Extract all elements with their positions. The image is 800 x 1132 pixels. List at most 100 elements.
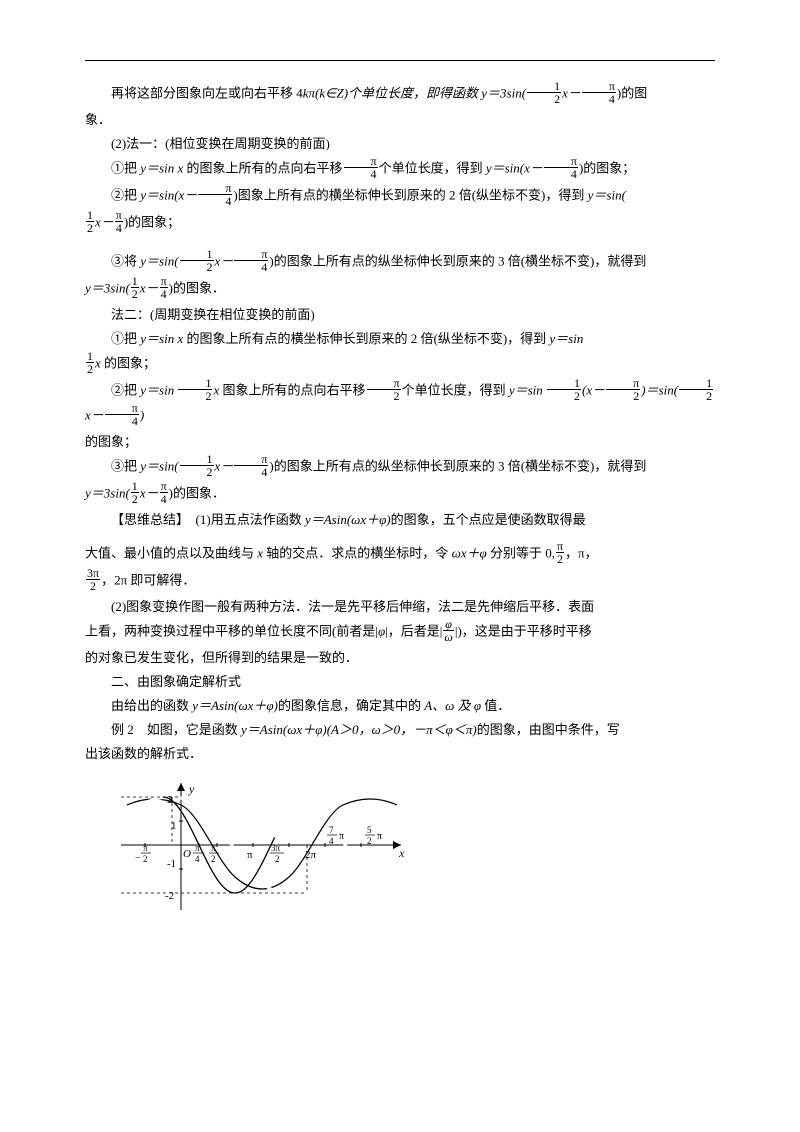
svg-text:2π: 2π bbox=[305, 849, 317, 861]
frac-1-2: 12 bbox=[527, 80, 561, 105]
svg-text:5: 5 bbox=[367, 825, 372, 835]
expr: y＝sin( bbox=[140, 254, 178, 269]
var: x－ bbox=[215, 254, 234, 269]
text: 值． bbox=[481, 698, 510, 713]
expr: y＝sin(x－ bbox=[486, 161, 543, 176]
expr: y＝sin x bbox=[140, 331, 183, 346]
text: 再将这部分图象向左或向右平移 4 bbox=[111, 85, 303, 100]
text: 例 2 如图，它是函数 bbox=[111, 722, 241, 737]
text: )的图象上所有点的纵坐标伸长到原来的 3 倍(横坐标不变)，就得到 bbox=[269, 254, 646, 269]
step3-cont: y＝3sin(12x－π4)的图象． bbox=[85, 277, 715, 302]
expr: A、ω 及 φ bbox=[424, 698, 481, 713]
m2-step1: ①把 y＝sin x 的图象上所有点的横坐标伸长到原来的 2 倍(纵坐标不变)，… bbox=[85, 328, 715, 350]
text: 个单位长度，得到 bbox=[402, 383, 509, 398]
svg-text:2: 2 bbox=[143, 854, 148, 864]
m2-step3-cont: y＝3sin(12x－π4)的图象． bbox=[85, 482, 715, 507]
text: |，后者是| bbox=[385, 623, 442, 638]
frac-pi-4: π4 bbox=[544, 155, 578, 180]
text: ②把 bbox=[111, 188, 140, 203]
svg-text:-1: -1 bbox=[167, 858, 176, 870]
text: 的图象上所有点的横坐标伸长到原来的 2 倍(纵坐标不变)，得到 bbox=[183, 331, 549, 346]
svg-text:1: 1 bbox=[171, 820, 177, 832]
svg-text:y: y bbox=[188, 782, 195, 796]
text: 的图象，五个点应是使函数取得最 bbox=[391, 512, 586, 527]
document-page: 再将这部分图象向左或向右平移 4kπ(k∈Z)个单位长度，即得函数 y＝3sin… bbox=[0, 0, 800, 1132]
svg-text:2: 2 bbox=[211, 854, 216, 864]
summary-2: (2)图象变换作图一般有两种方法．法一是先平移后伸缩，法二是先伸缩后平移．表面 bbox=[85, 596, 715, 618]
frac-pi-2: π2 bbox=[556, 540, 564, 565]
spacer bbox=[85, 238, 715, 248]
text: ②把 bbox=[111, 383, 140, 398]
expr: y＝Asin(ωx＋φ) bbox=[305, 512, 391, 527]
text: 的图象，由图中条件，写 bbox=[477, 722, 620, 737]
frac-pi-4: π4 bbox=[105, 402, 139, 427]
summary-2-end: 的对象已发生变化，但所得到的结果是一致的． bbox=[85, 647, 715, 669]
frac-pi-4: π4 bbox=[198, 182, 232, 207]
method1-title: (2)法一：(相位变换在周期变换的前面) bbox=[85, 133, 715, 155]
text: (2)法一：(相位变换在周期变换的前面) bbox=[111, 136, 330, 151]
frac-pi-4: π4 bbox=[234, 248, 268, 273]
para-shift: 再将这部分图象向左或向右平移 4kπ(k∈Z)个单位长度，即得函数 y＝3sin… bbox=[85, 82, 715, 107]
section-2-desc: 由给出的函数 y＝Asin(ωx＋φ)的图象信息，确定其中的 A、ω 及 φ 值… bbox=[85, 695, 715, 717]
svg-text:x: x bbox=[398, 846, 405, 860]
m2-step1-cont: 12x 的图象； bbox=[85, 352, 715, 377]
text: ③将 bbox=[111, 254, 140, 269]
expr: y＝Asin(ωx＋φ)(A＞0，ω＞0，－π＜φ＜π) bbox=[241, 722, 477, 737]
frac-pi-4: π4 bbox=[582, 80, 616, 105]
expr: y＝sin(x－ bbox=[140, 188, 197, 203]
text: 由给出的函数 bbox=[111, 698, 192, 713]
frac-pi-4: π4 bbox=[344, 155, 378, 180]
svg-text:π: π bbox=[247, 849, 253, 861]
expr: y＝sin bbox=[549, 331, 583, 346]
expr: )＝sin( bbox=[641, 383, 678, 398]
step2: ②把 y＝sin(x－π4)图象上所有点的横坐标伸长到原来的 2 倍(纵坐标不变… bbox=[85, 184, 715, 209]
var: kπ(k∈Z)个单位长度，即得函数 bbox=[303, 85, 482, 100]
frac-1-2: 12 bbox=[131, 275, 139, 300]
svg-text:2: 2 bbox=[367, 836, 372, 846]
text: 轴的交点．求点的横坐标时，令 bbox=[263, 545, 452, 560]
expr: y＝sin x bbox=[140, 161, 183, 176]
m2-step2-cont: 的图象； bbox=[85, 431, 715, 453]
var: x－ bbox=[140, 486, 159, 501]
svg-text:2: 2 bbox=[167, 794, 173, 806]
summary-cont2: 3π2，2π 即可解得． bbox=[85, 569, 715, 594]
frac-pi-4: π4 bbox=[234, 453, 268, 478]
frac-1-2: 12 bbox=[180, 453, 214, 478]
summary-cont1: 大值、最小值的点以及曲线与 x 轴的交点．求点的横坐标时，令 ωx＋φ 分别等于… bbox=[85, 542, 715, 567]
text: 上看，两种变换过程中平移的单位长度不同(前者是| bbox=[85, 623, 378, 638]
text: 分别等于 0, bbox=[487, 545, 555, 560]
text: 的图象信息，确定其中的 bbox=[278, 698, 424, 713]
sine-graph-figure: y x 2 1 O -1 -2 − π2 π4 π2 π 3π2 2π 74π … bbox=[111, 775, 715, 915]
svg-text:4: 4 bbox=[329, 836, 334, 846]
frac-phi-omega: φω bbox=[443, 618, 453, 643]
expr: (x－ bbox=[582, 383, 605, 398]
svg-text:7: 7 bbox=[329, 825, 334, 835]
text: 出该函数的解析式． bbox=[85, 746, 202, 761]
svg-text:π: π bbox=[339, 831, 344, 842]
text: )的图 bbox=[617, 85, 647, 100]
frac-pi-2: π2 bbox=[606, 377, 640, 402]
text: ①把 bbox=[111, 331, 140, 346]
sine-chart: y x 2 1 O -1 -2 − π2 π4 π2 π 3π2 2π 74π … bbox=[111, 775, 411, 915]
frac-1-2: 12 bbox=[180, 248, 214, 273]
expr: y＝Asin(ωx＋φ) bbox=[192, 698, 278, 713]
text: 的对象已发生变化，但所得到的结果是一致的． bbox=[85, 650, 358, 665]
summary: 【思维总结】 (1)用五点法作函数 y＝Asin(ωx＋φ)的图象，五个点应是使… bbox=[85, 509, 715, 531]
frac-pi-2: π2 bbox=[367, 377, 401, 402]
text: 法二：(周期变换在相位变换的前面) bbox=[111, 307, 315, 322]
expr: ωx＋φ bbox=[452, 545, 487, 560]
summary-label: 【思维总结】 bbox=[111, 512, 183, 527]
expr: y＝3sin( bbox=[85, 486, 130, 501]
frac-1-2: 12 bbox=[86, 209, 94, 234]
frac-1-2: 12 bbox=[178, 377, 212, 402]
text: 象． bbox=[85, 112, 111, 127]
text: 个单位长度，得到 bbox=[379, 161, 486, 176]
step2-cont: 12x－π4)的图象； bbox=[85, 211, 715, 236]
frac-pi-4: π4 bbox=[160, 275, 168, 300]
expr: y＝sin( bbox=[588, 188, 626, 203]
text: )图象上所有点的横坐标伸长到原来的 2 倍(纵坐标不变)，得到 bbox=[233, 188, 587, 203]
text: 的图象； bbox=[85, 434, 137, 449]
var: x－ bbox=[95, 215, 114, 230]
svg-text:−: − bbox=[135, 853, 141, 864]
expr: y＝sin bbox=[509, 383, 546, 398]
